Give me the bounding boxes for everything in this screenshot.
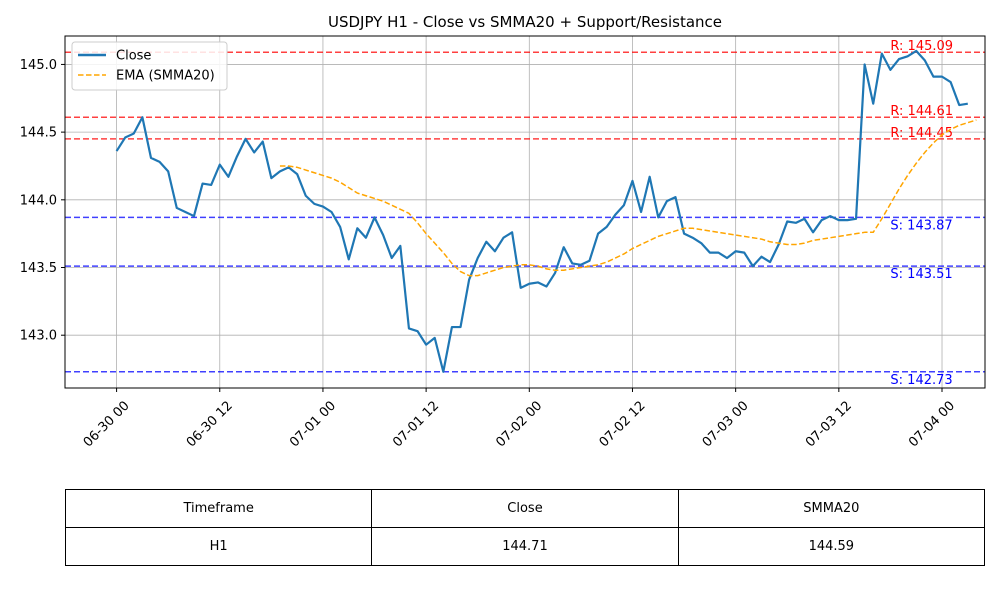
legend-close-label: Close (116, 49, 151, 64)
x-tick-label: 07-01 00 (287, 398, 339, 450)
y-tick-label: 144.5 (20, 126, 57, 141)
support-label: S: 142.73 (890, 373, 952, 388)
x-tick-label: 07-01 12 (390, 398, 442, 450)
series (115, 49, 977, 373)
table-header-timeframe: Timeframe (64, 489, 373, 528)
table-header-row: Timeframe Close SMMA20 (64, 489, 986, 528)
x-tick-label: 06-30 12 (184, 398, 236, 450)
table-header-smma20: SMMA20 (677, 489, 986, 528)
chart-title: USDJPY H1 - Close vs SMMA20 + Support/Re… (328, 13, 722, 31)
x-tick-label: 07-03 00 (700, 398, 752, 450)
x-tick-label: 07-02 12 (597, 398, 649, 450)
table-cell-smma20: 144.59 (677, 527, 986, 566)
x-tick-label: 07-04 00 (906, 398, 958, 450)
price-chart: USDJPY H1 - Close vs SMMA20 + Support/Re… (20, 13, 986, 450)
resistance-label: R: 145.09 (890, 39, 953, 54)
x-tick-label: 07-02 00 (493, 398, 545, 450)
resistance-label: R: 144.45 (890, 126, 953, 141)
legend: Close EMA (SMMA20) (71, 41, 228, 91)
table-header-close: Close (371, 489, 679, 528)
table-row: H1 144.71 144.59 (64, 527, 986, 566)
x-tick-label: 06-30 00 (81, 398, 133, 450)
smma20-series-line (279, 119, 977, 277)
table-cell-close: 144.71 (371, 527, 679, 566)
table-cell-timeframe: H1 (64, 527, 373, 566)
y-tick-label: 143.0 (20, 329, 57, 344)
legend-box (71, 41, 228, 91)
y-tick-label: 144.0 (20, 193, 57, 208)
support-label: S: 143.87 (890, 218, 952, 233)
summary-table: Timeframe Close SMMA20 H1 144.71 144.59 (64, 489, 986, 566)
legend-smma-label: EMA (SMMA20) (116, 69, 215, 84)
y-tick-label: 145.0 (20, 58, 57, 73)
plot-area (64, 35, 986, 389)
y-tick-label: 143.5 (20, 261, 57, 276)
support-label: S: 143.51 (890, 267, 952, 282)
x-tick-label: 07-03 12 (803, 398, 855, 450)
resistance-label: R: 144.61 (890, 104, 953, 119)
close-series-line (115, 49, 968, 373)
